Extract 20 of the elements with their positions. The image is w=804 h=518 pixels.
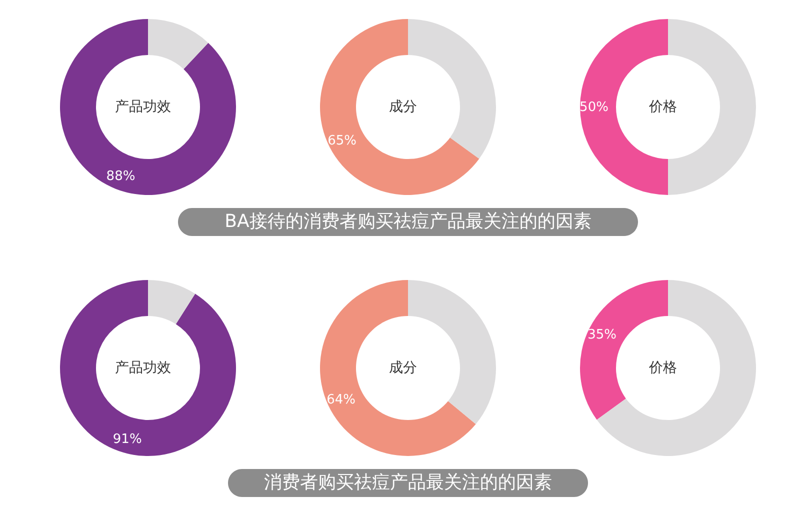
- data-label: 65%: [328, 134, 357, 149]
- slice-label: 价格: [648, 99, 677, 115]
- data-label: 64%: [326, 392, 356, 408]
- data-label: 35%: [588, 327, 617, 342]
- slice-label: 成分: [389, 99, 417, 115]
- data-label: 91%: [112, 432, 142, 448]
- slice-label: 产品功效: [115, 99, 171, 115]
- donut-slice: [148, 280, 196, 324]
- donut-slice: [60, 280, 236, 456]
- slice-label: 价格: [648, 360, 677, 376]
- data-label: 88%: [106, 168, 136, 184]
- slice-label: 产品功效: [115, 360, 171, 376]
- text: BA接待的消费者购买祛痘产品最关注的的因素: [224, 211, 592, 232]
- slice-label: 成分: [389, 360, 417, 376]
- donut-slice: [320, 280, 476, 456]
- data-label: 50%: [580, 100, 608, 115]
- donut-slice: [148, 19, 208, 70]
- donut-slice: [320, 19, 480, 195]
- donut-slice: [60, 19, 236, 195]
- text: 消费者购买祛痘产品最关注的的因素: [264, 472, 552, 493]
